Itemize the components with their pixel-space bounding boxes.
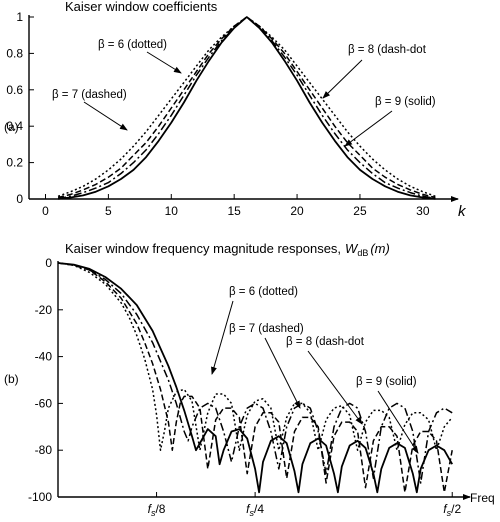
panel-a-annotation-beta7: β = 7 (dashed): [52, 89, 127, 101]
y-tick-label: -80: [35, 443, 53, 457]
panel-b-title-arg: (m): [370, 241, 390, 256]
series-line-beta-9-solid: [57, 262, 453, 494]
y-tick-label: 0.8: [6, 46, 23, 60]
y-tick-label: -20: [35, 303, 53, 317]
panel-b: (b) Kaiser window frequency magnitude re…: [4, 241, 495, 518]
panel-b-title: Kaiser window frequency magnitude respon…: [65, 241, 390, 258]
panel-b-annotation-beta8: β = 8 (dash-dot: [286, 336, 365, 348]
series-line-beta-6-dotted: [57, 262, 453, 451]
panel-a-annotation-beta8: β = 8 (dash-dot: [348, 44, 427, 56]
x-tick-label: 0: [42, 204, 49, 218]
series-line-beta-9-solid: [58, 16, 436, 200]
panel-a: (a) Kaiser window coefficients 0 0.2 0.4 0.…: [4, 0, 467, 220]
y-tick-label: 0.6: [6, 83, 23, 97]
panel-a-arrow-beta6: [146, 51, 182, 74]
panel-b-arrow-beta6: [211, 300, 234, 375]
panel-a-x-axis-label: k: [458, 203, 467, 220]
x-tick-label: 25: [353, 204, 367, 218]
panel-a-series: [57, 16, 436, 200]
x-tick-label: 20: [290, 204, 304, 218]
panel-a-annotation-beta6: β = 6 (dotted): [98, 39, 167, 51]
x-tick-label: 5: [105, 204, 112, 218]
y-tick-label: -100: [28, 490, 52, 504]
panel-b-title-w: W: [345, 241, 359, 256]
panel-b-title-text: Kaiser window frequency magnitude respon…: [65, 241, 341, 256]
panel-a-arrow-beta9: [344, 110, 393, 147]
series-line-beta-8-dash-dot: [57, 262, 453, 484]
panel-a-annotation-beta9: β = 9 (solid): [375, 96, 436, 108]
series-line-beta-8-dash-dot: [57, 16, 436, 200]
y-tick-label: 0.4: [6, 119, 23, 133]
panel-a-ticks: 00.20.40.60.810 5 10 15 20 25 30: [6, 10, 430, 218]
panel-a-label: (a): [4, 120, 19, 134]
panel-b-arrow-beta9: [377, 390, 419, 454]
panel-b-series: [57, 262, 453, 494]
series-line-beta-6-dotted: [57, 16, 436, 198]
x-tick-label: fs/2: [443, 502, 461, 518]
panel-b-annotation-beta6: β = 6 (dotted): [229, 286, 298, 298]
y-tick-label: 0.2: [6, 156, 23, 170]
y-tick-label: 0: [16, 192, 23, 206]
panel-b-ticks: 0 -20 -40 -60 -80 -100 fs/8 fs/4 fs/2: [28, 256, 462, 518]
x-tick-label: fs/4: [246, 502, 264, 518]
panel-b-label: (b): [4, 372, 19, 386]
panel-a-arrow-beta8: [322, 59, 363, 99]
panel-b-arrow-beta7: [264, 337, 301, 409]
panel-a-axes: [28, 15, 459, 202]
x-tick-label: 15: [227, 204, 241, 218]
x-tick-label: 10: [165, 204, 179, 218]
y-tick-label: 1: [16, 10, 23, 24]
panel-b-annotation-beta9: β = 9 (solid): [356, 376, 417, 388]
panel-b-arrow-beta8: [307, 350, 363, 425]
panel-b-annotation-beta7: β = 7 (dashed): [229, 323, 304, 335]
panel-a-arrow-beta7: [83, 101, 128, 131]
y-tick-label: -60: [35, 396, 53, 410]
panel-a-title: Kaiser window coefficients: [65, 0, 218, 14]
panel-b-axes: [57, 261, 471, 500]
panel-b-title-sub: dB: [357, 248, 368, 258]
x-tick-label: fs/8: [148, 502, 166, 518]
series-line-beta-7-dashed: [57, 262, 453, 494]
x-tick-label: 30: [416, 204, 430, 218]
y-tick-label: -40: [35, 350, 53, 364]
y-tick-label: 0: [45, 256, 52, 270]
panel-b-x-axis-label: Freq: [470, 491, 495, 505]
